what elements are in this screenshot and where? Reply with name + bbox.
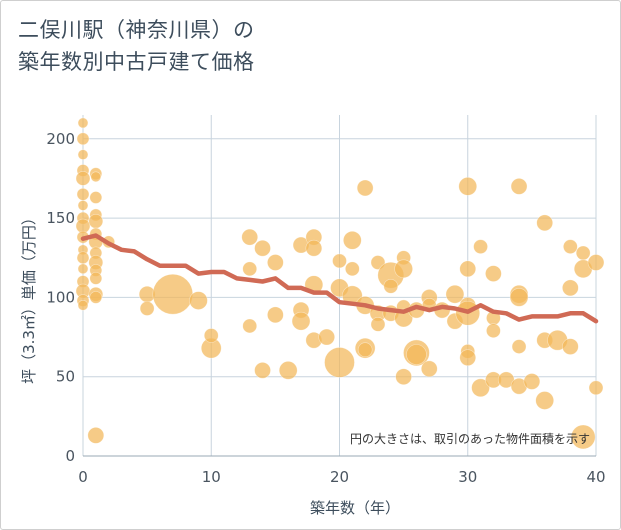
data-point bbox=[90, 171, 102, 183]
y-axis-label: 坪（3.3㎡）単価（万円） bbox=[20, 210, 38, 384]
data-point bbox=[242, 318, 258, 334]
data-point bbox=[89, 291, 103, 304]
data-point bbox=[345, 261, 360, 277]
data-point bbox=[254, 239, 271, 257]
data-point bbox=[291, 311, 311, 331]
data-point bbox=[562, 279, 579, 297]
data-point bbox=[278, 361, 298, 380]
chart-annotation: 円の大きさは、取引のあった物件面積を示す bbox=[350, 431, 590, 446]
data-point bbox=[370, 317, 386, 332]
data-point bbox=[485, 265, 502, 282]
data-point bbox=[458, 177, 478, 196]
data-point bbox=[332, 253, 347, 269]
y-tick-label: 150 bbox=[46, 209, 75, 227]
data-point bbox=[562, 338, 579, 355]
data-point bbox=[356, 179, 374, 197]
chart-title-line-2: 築年数別中古戸建て価格 bbox=[18, 50, 255, 74]
data-point bbox=[511, 339, 527, 354]
x-tick-label: 40 bbox=[586, 468, 605, 486]
data-point bbox=[343, 230, 362, 250]
x-tick-label: 30 bbox=[458, 468, 477, 486]
y-tick-label: 200 bbox=[46, 130, 75, 148]
data-point bbox=[77, 300, 89, 311]
data-point bbox=[536, 214, 554, 232]
data-point bbox=[471, 378, 490, 398]
data-point bbox=[305, 239, 323, 257]
axis-ticks: 0 50 100 150 200 0 10 20 30 40 bbox=[46, 130, 605, 486]
x-tick-label: 0 bbox=[78, 468, 88, 486]
data-point bbox=[77, 149, 89, 160]
data-point bbox=[575, 245, 591, 261]
data-point bbox=[241, 228, 259, 246]
data-point bbox=[76, 132, 90, 146]
chart-title: 二俣川駅（神奈川県）の 築年数別中古戸建て価格 bbox=[18, 14, 255, 78]
data-point bbox=[189, 291, 208, 310]
trend-series bbox=[80, 233, 599, 324]
data-point bbox=[394, 308, 413, 328]
data-point bbox=[242, 261, 258, 277]
data-point bbox=[139, 301, 155, 316]
data-point bbox=[76, 251, 90, 265]
data-point bbox=[473, 239, 488, 254]
data-point bbox=[570, 424, 596, 450]
data-point bbox=[152, 273, 194, 315]
data-point bbox=[89, 191, 103, 204]
data-point bbox=[510, 178, 528, 195]
data-point bbox=[563, 239, 578, 254]
y-tick-label: 0 bbox=[65, 447, 75, 465]
data-point bbox=[267, 254, 284, 271]
data-point bbox=[88, 213, 104, 229]
data-point bbox=[324, 347, 355, 378]
data-point bbox=[459, 260, 477, 278]
data-point bbox=[406, 344, 427, 365]
data-point bbox=[87, 427, 105, 444]
y-tick-label: 50 bbox=[56, 368, 75, 386]
data-point bbox=[75, 171, 91, 186]
bubble-series bbox=[75, 117, 605, 450]
x-axis-label: 築年数（年） bbox=[310, 499, 400, 517]
x-tick-label: 20 bbox=[330, 468, 349, 486]
data-point bbox=[509, 288, 529, 307]
data-point bbox=[459, 349, 477, 366]
data-point bbox=[76, 188, 90, 201]
data-point bbox=[394, 259, 413, 279]
data-point bbox=[77, 117, 89, 129]
data-point bbox=[267, 306, 284, 324]
data-point bbox=[89, 272, 103, 285]
data-point bbox=[588, 380, 604, 396]
data-point bbox=[420, 360, 438, 378]
data-point bbox=[535, 391, 555, 410]
data-point bbox=[77, 200, 89, 211]
data-point bbox=[77, 263, 89, 275]
data-point bbox=[383, 278, 399, 294]
data-point bbox=[203, 328, 219, 343]
data-point bbox=[523, 373, 541, 390]
data-point bbox=[254, 362, 271, 379]
data-point bbox=[357, 342, 373, 358]
y-tick-label: 100 bbox=[46, 288, 75, 306]
x-tick-label: 10 bbox=[202, 468, 221, 486]
trend-line bbox=[80, 233, 599, 324]
chart-title-line-1: 二俣川駅（神奈川県）の bbox=[18, 18, 255, 42]
data-point bbox=[445, 284, 465, 304]
data-point bbox=[318, 328, 335, 346]
data-point bbox=[486, 323, 501, 339]
data-point bbox=[395, 368, 412, 385]
data-point bbox=[587, 254, 605, 271]
